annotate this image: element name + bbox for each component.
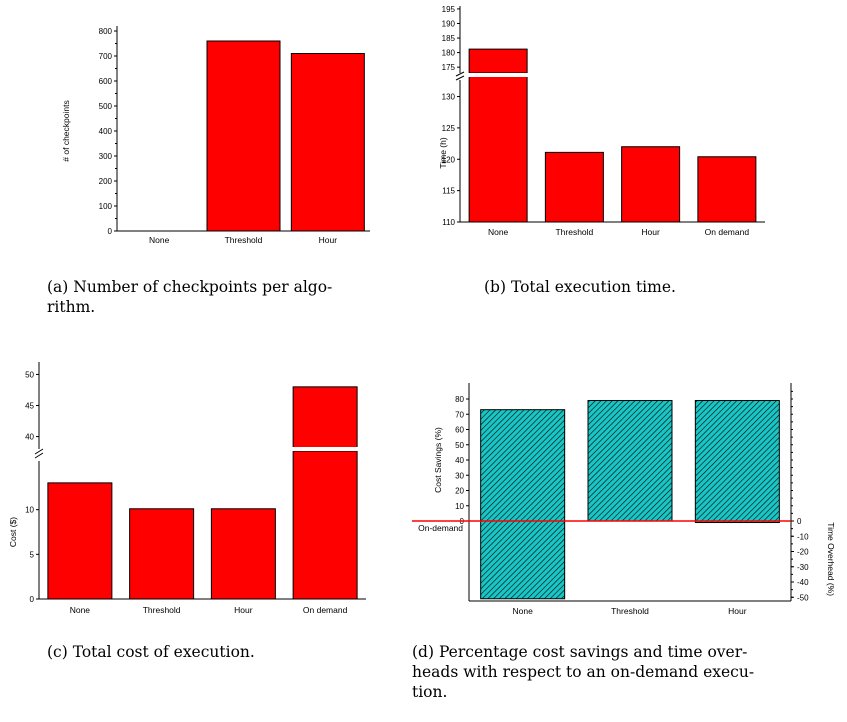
c-axis-break-mark [34,448,44,455]
b-ytick-label: 195 [442,5,456,14]
b-ytick-label: 115 [442,187,455,196]
c-category-label: Hour [234,605,253,615]
b-y-axis-label: Time (h) [438,137,448,168]
a-category-label: Hour [319,235,338,245]
d-ytick-left-label: 10 [455,502,464,511]
c-bar-upper [292,386,358,450]
d-category-label: Threshold [611,606,649,616]
b-axis-break-mark [455,71,465,77]
caption-a-line-2: rithm. [47,298,96,316]
a-y-axis-label: # of checkpoints [61,100,71,161]
b-category-label: Threshold [555,227,593,237]
d-y-axis-right-label: Time Overhead (%) [826,522,836,596]
d-ytick-left-label: 20 [455,487,464,496]
c-ytick-label: 10 [25,506,34,515]
b-bar-lower [468,73,528,223]
caption-b: (b) Total execution time. [484,277,814,297]
d-bar [587,400,673,522]
a-bar [206,40,281,232]
c-bar-lower [292,450,358,600]
b-ytick-label: 185 [442,34,456,43]
a-ytick-label: 500 [99,102,113,111]
b-category-label: Hour [641,227,660,237]
c-category-label: Threshold [143,605,181,615]
b-category-label: None [488,227,509,237]
d-ytick-right-label: -50 [797,593,809,602]
caption-c: (c) Total cost of execution. [47,642,377,662]
caption-d: (d) Percentage cost savings and time ove… [412,642,832,702]
d-ytick-left-label: 50 [455,441,464,450]
d-ytick-left-label: 60 [455,426,464,435]
a-ytick-label: 300 [99,152,113,161]
b-ytick-label: 110 [442,218,455,227]
c-ytick-label: 0 [30,595,35,604]
d-reference-label: On-demand [418,523,463,533]
b-ytick-label: 190 [442,19,456,28]
b-axis-break-mark [455,75,465,81]
a-category-label: Threshold [225,235,263,245]
b-ytick-label: 120 [442,155,456,164]
d-bar [480,409,566,600]
caption-b-text: (b) Total execution time. [484,278,676,296]
c-axis-break-mark [34,452,44,459]
b-ytick-label: 180 [442,49,456,58]
a-bar [290,53,365,232]
d-y-axis-left-label: Cost Savings (%) [433,427,443,493]
b-ytick-label: 125 [442,124,456,133]
d-ytick-left-label: 40 [455,456,464,465]
c-ytick-label: 40 [25,433,34,442]
b-bar [621,146,681,223]
a-ytick-label: 400 [99,127,113,136]
a-ytick-label: 0 [108,227,113,236]
a-ytick-label: 700 [99,52,113,61]
a-ytick-label: 200 [99,177,113,186]
b-bar [697,156,757,223]
d-ytick-right-label: -10 [797,532,809,541]
b-bar-break-gap [467,73,530,77]
c-bar [129,508,195,600]
d-ytick-right-label: -20 [797,548,809,557]
a-ytick-label: 800 [99,27,113,36]
b-bar [544,151,604,223]
d-ytick-left-label: 30 [455,471,464,480]
d-category-label: None [513,606,534,616]
b-bar-upper [468,48,528,74]
c-category-label: None [70,605,91,615]
c-category-label: On demand [303,605,348,615]
a-ytick-label: 600 [99,77,113,86]
c-ytick-label: 5 [30,550,35,559]
d-ytick-left-label: 80 [455,395,464,404]
caption-a: (a) Number of checkpoints per algo- rith… [47,277,437,317]
caption-c-text: (c) Total cost of execution. [47,643,255,661]
b-ytick-label: 130 [442,93,456,102]
a-ytick-label: 100 [99,202,113,211]
d-bar [694,400,780,524]
c-bar [47,482,113,600]
caption-d-line-1: (d) Percentage cost savings and time ove… [412,643,748,661]
c-bar [210,508,276,600]
d-ytick-right-label: -30 [797,563,809,572]
c-ytick-label: 45 [25,402,34,411]
d-category-label: Hour [728,606,747,616]
caption-d-line-2: heads with respect to an on-demand execu… [412,663,755,681]
c-ytick-label: 50 [25,370,34,379]
d-ytick-right-label: -40 [797,578,809,587]
b-ytick-label: 175 [442,63,456,72]
caption-d-line-3: tion. [412,683,448,701]
a-category-label: None [149,235,170,245]
b-category-label: On demand [705,227,750,237]
caption-a-line-1: (a) Number of checkpoints per algo- [47,278,333,296]
d-ytick-right-label: 0 [797,517,802,526]
c-bar-break-gap [291,447,360,451]
c-y-axis-label: Cost ($) [8,517,18,547]
d-ytick-left-label: 70 [455,410,464,419]
